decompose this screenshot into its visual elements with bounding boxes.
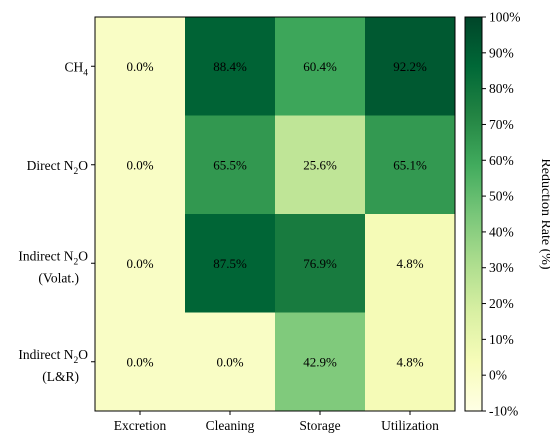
cell-value-label: 0.0% (216, 354, 243, 369)
x-axis: Excretion Cleaning Storage Utilization (114, 411, 439, 433)
cell-value-label: 92.2% (393, 59, 427, 74)
heatmap-cell (185, 214, 276, 313)
colorbar-gradient (464, 16, 483, 412)
colorbar-tick-label: 20% (489, 296, 514, 311)
cell-value-label: 0.0% (126, 354, 153, 369)
heatmap-cell (275, 214, 366, 313)
y-axis: CH4 Direct N2O Indirect N2O (Volat.) Indirec… (18, 59, 95, 384)
colorbar-tick-label: 50% (489, 189, 514, 204)
cell-value-label: 0.0% (126, 157, 153, 172)
cell-value-label: 65.1% (393, 157, 427, 172)
heatmap-cell (185, 312, 276, 412)
cell-value-label: 4.8% (396, 256, 423, 271)
cell-value-label: 0.0% (126, 256, 153, 271)
y-tick-label-line2: (L&R) (42, 369, 79, 384)
cell-value-label: 65.5% (213, 157, 247, 172)
cell-value-label: 42.9% (303, 354, 337, 369)
heatmap-cell (185, 115, 276, 215)
colorbar-tick-label: 90% (489, 45, 514, 60)
colorbar-label: Reduction Rate (%) (538, 158, 550, 270)
plot-frame (94, 16, 456, 412)
heatmap-cell (275, 17, 366, 116)
heatmap-cell (365, 214, 456, 313)
x-tick-label: Utilization (381, 418, 439, 433)
colorbar-tick-label: -10% (489, 404, 518, 419)
heatmap-cell (365, 17, 456, 116)
cell-value-label: 4.8% (396, 354, 423, 369)
y-tick-label: CH4 (64, 59, 88, 78)
cell-value-label: 25.6% (303, 157, 337, 172)
heatmap-cell (275, 312, 366, 412)
colorbar-tick-label: 40% (489, 224, 514, 239)
x-tick-label: Cleaning (206, 418, 255, 433)
x-tick-label: Storage (299, 418, 340, 433)
cell-value-label: 87.5% (213, 256, 247, 271)
colorbar-tick-label: 80% (489, 81, 514, 96)
heatmap-cell-labels: 0.0% 88.4% 60.4% 92.2% 0.0% 65.5% 25.6% 65.1% 0.… (126, 59, 427, 370)
colorbar-ticks: -10% 0% 10% 20% 30% 40% 50% 60% 70% 80% 90% 100% (482, 10, 521, 419)
cell-value-label: 60.4% (303, 59, 337, 74)
heatmap-cell (365, 115, 456, 215)
heatmap-cell (95, 312, 186, 412)
colorbar-tick-label: 10% (489, 332, 514, 347)
colorbar-tick-label: 60% (489, 153, 514, 168)
colorbar-tick-label: 70% (489, 117, 514, 132)
colorbar-tick-label: 30% (489, 260, 514, 275)
x-tick-label: Excretion (114, 418, 167, 433)
heatmap-cell (275, 115, 366, 215)
heatmap-cell (185, 17, 276, 116)
y-tick-label: Indirect N2O (18, 248, 88, 267)
cell-value-label: 0.0% (126, 59, 153, 74)
heatmap-cell (95, 17, 186, 116)
y-tick-label: Direct N2O (27, 158, 89, 177)
cell-value-label: 76.9% (303, 256, 337, 271)
heatmap-cell (95, 115, 186, 215)
cell-value-label: 88.4% (213, 59, 247, 74)
heatmap-cell (365, 312, 456, 412)
heatmap-cells (95, 17, 456, 412)
heatmap-cell (95, 214, 186, 313)
y-tick-label: Indirect N2O (18, 347, 88, 366)
colorbar-tick-label: 100% (489, 10, 521, 25)
colorbar: -10% 0% 10% 20% 30% 40% 50% 60% 70% 80% 90% 100% Re… (464, 10, 550, 419)
y-tick-label-line2: (Volat.) (38, 270, 79, 285)
colorbar-tick-label: 0% (489, 368, 507, 383)
